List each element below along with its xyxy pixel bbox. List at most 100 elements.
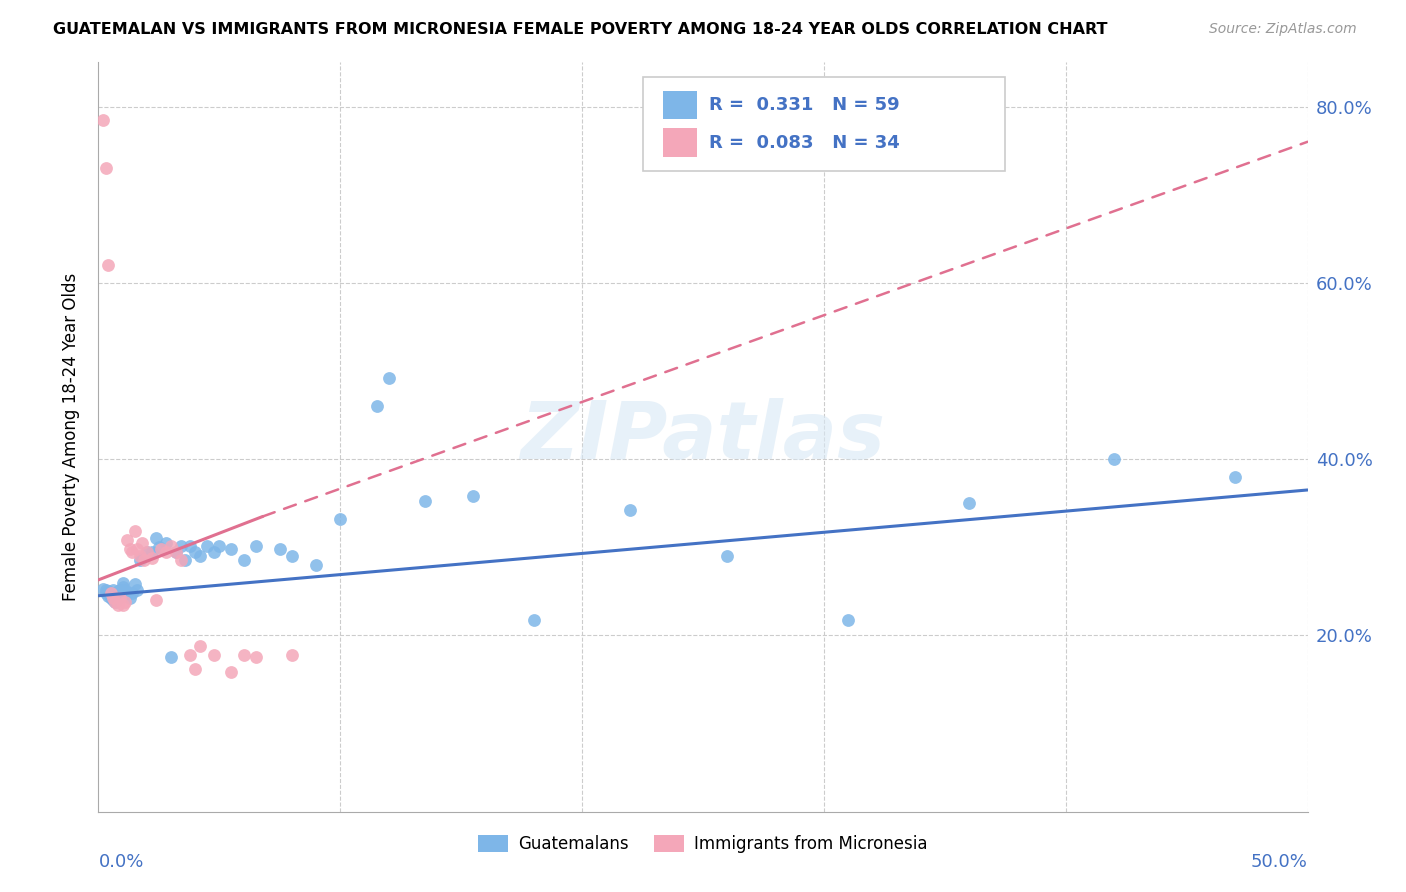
Point: [91, 112, 114, 127]
Point: [957, 496, 980, 510]
Point: [107, 591, 129, 606]
Point: [124, 524, 146, 539]
Point: [104, 595, 127, 609]
Point: [94, 582, 117, 597]
Point: [141, 550, 163, 565]
Point: [97, 589, 120, 603]
Text: 0.0%: 0.0%: [98, 853, 143, 871]
Point: [118, 591, 141, 606]
Point: [169, 553, 191, 567]
Point: [1223, 469, 1246, 483]
Point: [121, 586, 143, 600]
Point: [329, 512, 352, 526]
Point: [100, 586, 122, 600]
Point: [127, 542, 149, 557]
Point: [195, 539, 218, 553]
Text: R =  0.083   N = 34: R = 0.083 N = 34: [709, 134, 900, 152]
Point: [204, 544, 226, 558]
Point: [523, 613, 546, 627]
Point: [188, 639, 211, 653]
Point: [127, 582, 149, 597]
Point: [619, 503, 641, 517]
Point: [232, 553, 254, 567]
Point: [148, 541, 170, 555]
Point: [269, 542, 291, 557]
Point: [204, 648, 226, 662]
Point: [128, 549, 150, 563]
Bar: [664, 128, 697, 157]
Point: [94, 586, 117, 600]
Point: [165, 544, 187, 558]
Point: [91, 582, 114, 596]
Point: [108, 591, 131, 606]
Point: [97, 584, 120, 599]
Point: [179, 539, 201, 553]
Point: [108, 589, 131, 603]
Point: [121, 544, 143, 558]
Point: [165, 544, 187, 558]
Point: [118, 542, 141, 557]
Point: [117, 586, 139, 600]
Point: [114, 595, 136, 609]
Point: [117, 533, 139, 548]
Point: [134, 553, 156, 567]
Bar: [664, 91, 697, 120]
Point: [221, 665, 243, 680]
Point: [107, 584, 129, 599]
Legend: Guatemalans, Immigrants from Micronesia: Guatemalans, Immigrants from Micronesia: [472, 828, 934, 860]
Point: [101, 593, 124, 607]
Point: [101, 591, 124, 606]
Point: [141, 544, 163, 558]
Point: [837, 613, 859, 627]
Point: [155, 544, 177, 558]
Text: Source: ZipAtlas.com: Source: ZipAtlas.com: [1209, 22, 1357, 37]
Y-axis label: Female Poverty Among 18-24 Year Olds: Female Poverty Among 18-24 Year Olds: [62, 273, 80, 601]
Text: 50.0%: 50.0%: [1251, 853, 1308, 871]
Point: [245, 539, 267, 553]
Point: [135, 544, 157, 558]
Point: [155, 536, 177, 550]
Point: [145, 593, 167, 607]
Point: [107, 598, 129, 612]
Point: [111, 598, 134, 612]
Point: [124, 577, 146, 591]
Point: [131, 536, 153, 550]
Point: [245, 650, 267, 665]
Point: [413, 494, 436, 508]
Point: [160, 539, 183, 553]
Point: [377, 371, 399, 385]
Point: [1102, 452, 1125, 467]
Point: [184, 544, 207, 558]
Point: [305, 558, 328, 572]
Point: [169, 539, 191, 553]
FancyBboxPatch shape: [643, 78, 1005, 171]
Text: R =  0.331   N = 59: R = 0.331 N = 59: [709, 96, 900, 114]
Point: [188, 549, 211, 563]
Point: [131, 550, 153, 565]
Point: [100, 591, 122, 606]
Point: [232, 648, 254, 662]
Point: [108, 582, 131, 597]
Point: [101, 582, 124, 597]
Point: [150, 542, 173, 557]
Point: [179, 648, 201, 662]
Point: [114, 582, 136, 597]
Point: [104, 595, 127, 609]
Point: [128, 553, 150, 567]
Point: [281, 549, 304, 563]
Text: ZIPatlas: ZIPatlas: [520, 398, 886, 476]
Point: [208, 539, 231, 553]
Point: [184, 662, 207, 676]
Point: [111, 575, 134, 590]
Point: [174, 553, 197, 567]
Point: [100, 586, 122, 600]
Point: [104, 589, 127, 603]
Point: [366, 399, 388, 413]
Text: GUATEMALAN VS IMMIGRANTS FROM MICRONESIA FEMALE POVERTY AMONG 18-24 YEAR OLDS CO: GUATEMALAN VS IMMIGRANTS FROM MICRONESIA…: [53, 22, 1108, 37]
Point: [221, 542, 243, 557]
Point: [101, 589, 124, 603]
Point: [111, 580, 134, 594]
Point: [135, 544, 157, 558]
Point: [97, 258, 120, 272]
Point: [160, 650, 183, 665]
